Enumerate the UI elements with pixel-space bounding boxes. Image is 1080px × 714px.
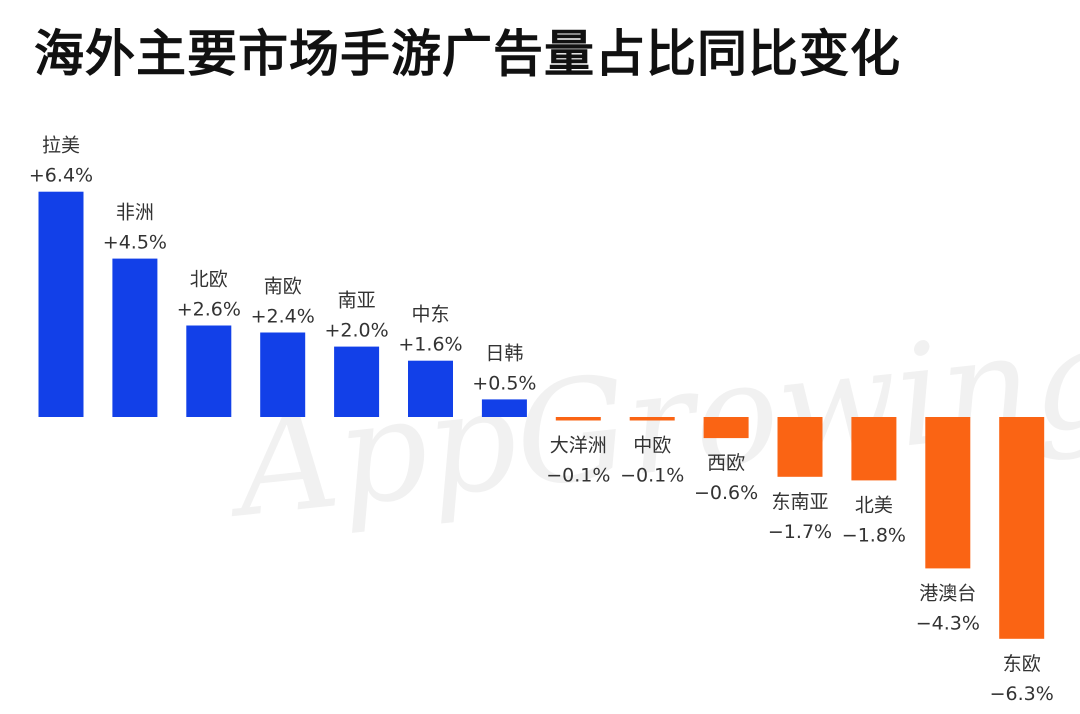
value-label: +2.4% [251,306,315,328]
page-title: 海外主要市场手游广告量占比同比变化 [34,25,901,83]
value-label: −0.6% [694,482,758,504]
bar-西欧 [703,417,749,439]
bar-中欧 [629,417,675,421]
category-label: 拉美 [42,135,80,157]
value-label: +1.6% [398,334,462,356]
bar-大洋洲 [555,417,601,421]
category-label: 中东 [411,304,449,326]
bar-东欧 [999,417,1045,639]
category-label: 北欧 [190,269,228,291]
bar-中东 [408,360,453,417]
value-label: +2.0% [324,320,388,342]
value-label: −6.3% [990,683,1054,705]
value-label: +2.6% [177,299,241,321]
value-label: +4.5% [103,232,167,254]
bar-日韩 [481,399,527,417]
value-label: +6.4% [29,165,93,187]
bar-南欧 [260,332,306,417]
bar-东南亚 [777,417,823,477]
category-label: 东南亚 [771,491,828,513]
value-label: −4.3% [916,612,980,634]
bar-北美 [851,417,897,481]
category-label: 中欧 [633,435,671,457]
value-label: −1.8% [842,524,906,546]
bar-北欧 [186,325,232,417]
category-label: 大洋洲 [550,435,607,457]
category-label: 港澳台 [919,582,976,604]
bar-非洲 [112,258,158,417]
category-label: 南亚 [338,290,376,312]
category-label: 东欧 [1003,653,1041,675]
bar-拉美 [38,191,84,417]
category-label: 日韩 [485,342,523,364]
value-label: +0.5% [472,372,536,394]
category-label: 北美 [855,494,893,516]
category-label: 非洲 [116,202,154,224]
value-label: −0.1% [620,465,684,487]
value-label: −0.1% [546,465,610,487]
value-label: −1.7% [768,521,832,543]
bar-南亚 [334,346,380,417]
bar-港澳台 [925,417,971,569]
category-label: 西欧 [707,452,745,474]
category-label: 南欧 [264,276,302,298]
